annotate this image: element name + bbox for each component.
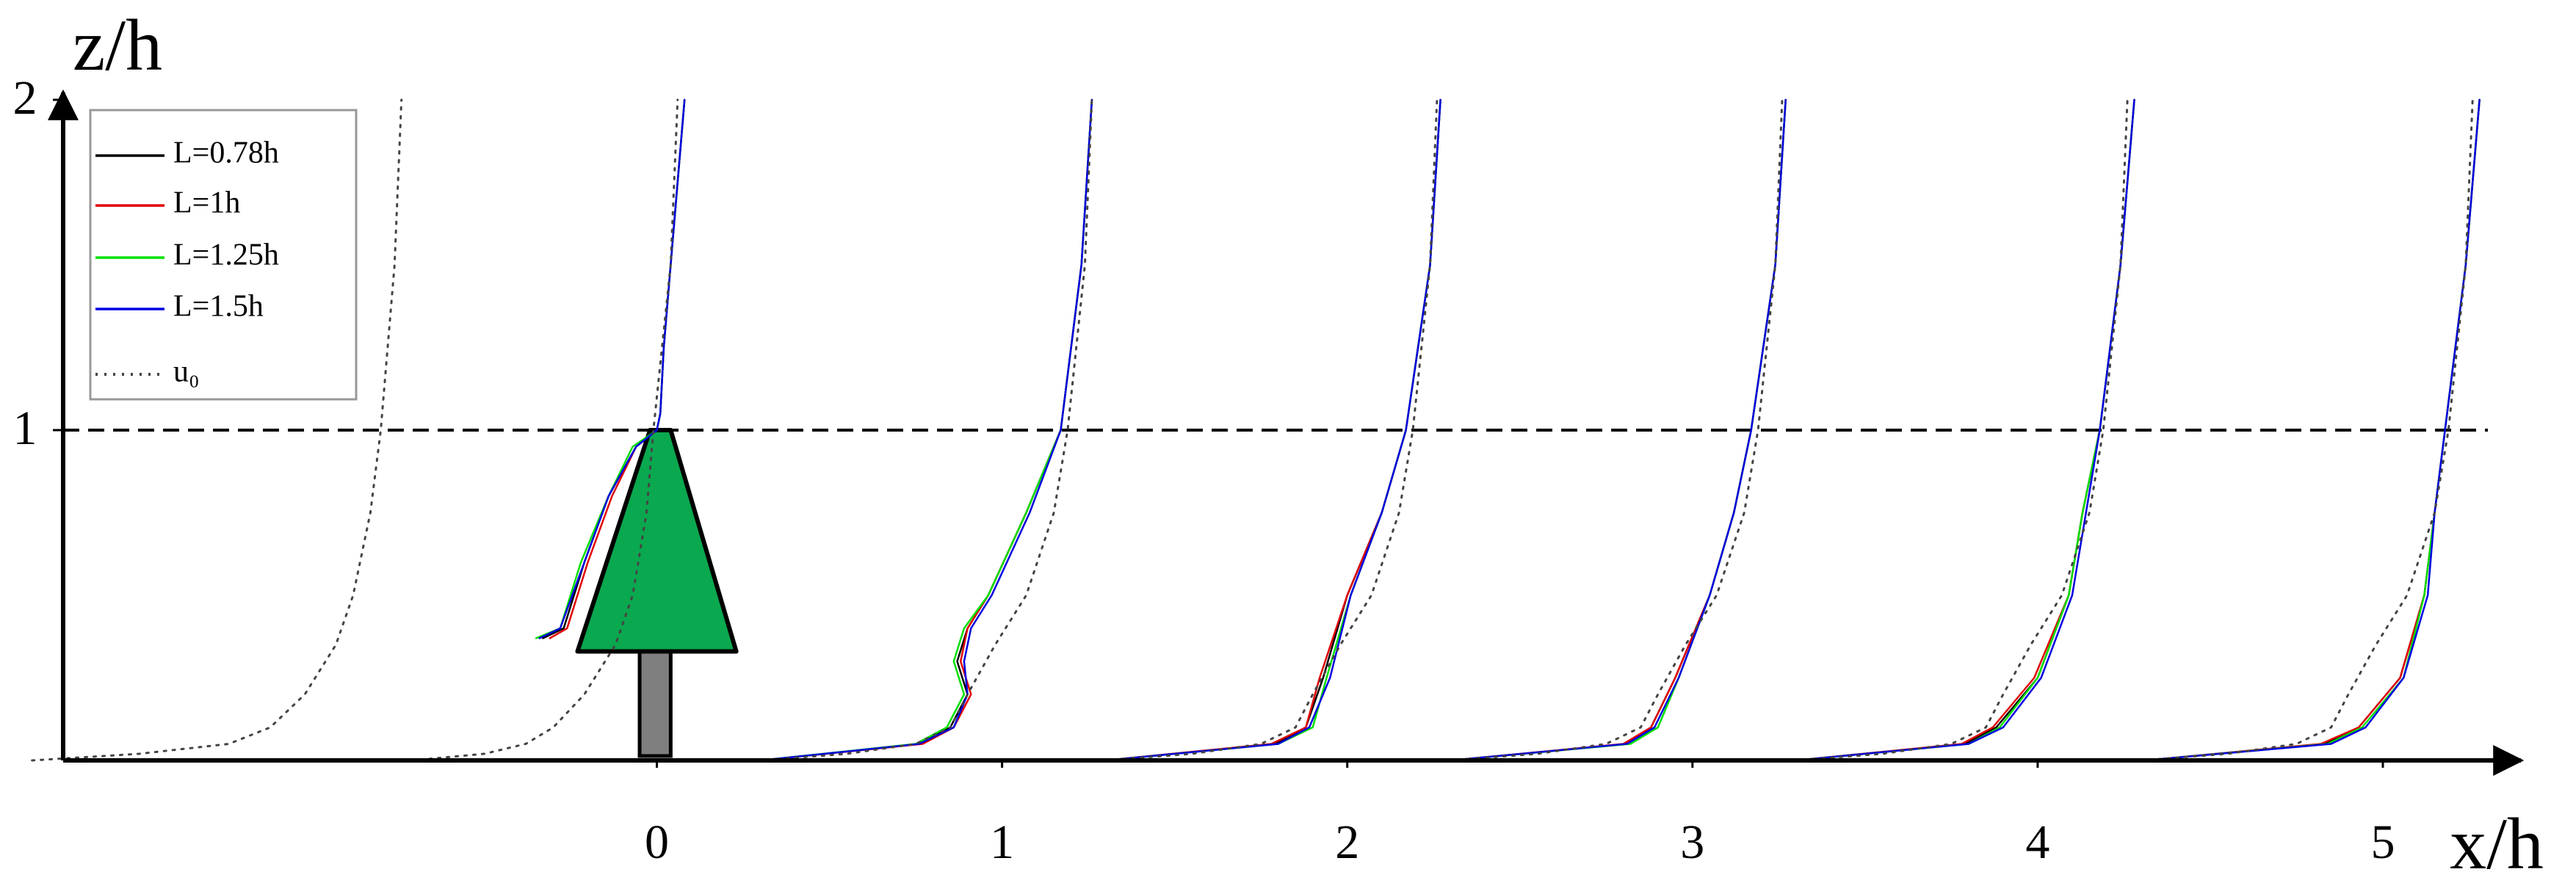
x-axis-label: x/h (2450, 803, 2544, 884)
series-line (538, 98, 2481, 762)
y-axis-label: z/h (73, 4, 162, 86)
legend-label: L=1h (173, 186, 240, 220)
x-tick-label: 3 (1680, 815, 1704, 869)
legend-label: L=1.25h (173, 239, 279, 272)
x-tick-label: 2 (1335, 815, 1359, 869)
legend-label: L=0.78h (173, 137, 279, 170)
background-layer (63, 428, 2488, 758)
legend-label: L=1.5h (173, 290, 264, 324)
x-tick-label: 5 (2370, 815, 2395, 869)
legend-label: u₀ (173, 355, 200, 389)
x-tick-label: 0 (645, 815, 669, 869)
tree-trunk (637, 650, 673, 758)
axes-layer: z/h x/h 0 1 2 3 4 5 1 2 (13, 4, 2544, 884)
tree-canopy (575, 428, 739, 654)
legend-box (89, 109, 358, 401)
legend: L=0.78h L=1h L=1.25h L=1.5h u₀ (89, 109, 358, 401)
lines-layer (31, 98, 2481, 762)
x-tick-label: 1 (990, 815, 1014, 869)
y-tick-label: 1 (13, 401, 37, 455)
x-tick-label: 4 (2025, 815, 2049, 869)
y-tick-label: 2 (13, 71, 37, 125)
